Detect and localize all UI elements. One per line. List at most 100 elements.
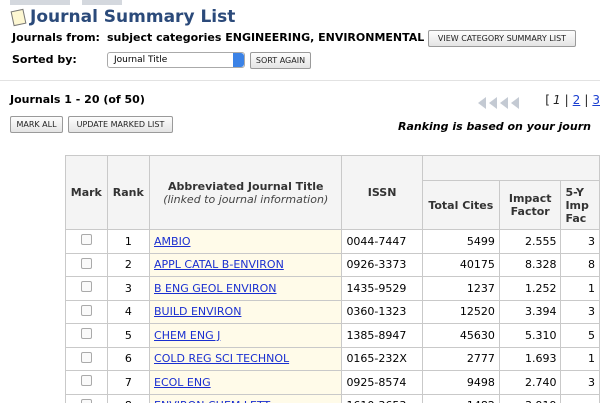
results-summary: Journals 1 - 20 (of 50) <box>10 93 145 106</box>
five-year-cell: 1 <box>560 276 600 301</box>
impact-cell: 3.919 <box>498 393 562 403</box>
checkbox[interactable] <box>80 351 92 363</box>
mark-cell <box>65 252 108 277</box>
title-cell: AMBIO <box>149 229 343 254</box>
pagination: [1 | 2 | 3 <box>545 93 600 107</box>
column-header: ISSN <box>341 155 423 230</box>
journal-link[interactable]: ECOL ENG <box>154 375 211 389</box>
journal-link[interactable]: AMBIO <box>154 234 191 248</box>
rank-cell: 1 <box>106 229 151 254</box>
issn-cell: 0360-1323 <box>341 299 423 324</box>
column-header: Rank <box>106 155 151 230</box>
issn-cell: 1610-3653 <box>341 393 423 403</box>
checkbox[interactable] <box>80 398 92 403</box>
page-link[interactable]: 2 <box>572 93 581 107</box>
journal-row: 8ENVIRON CHEM LETT 1610-365314823.919 <box>65 393 600 403</box>
journal-link[interactable]: BUILD ENVIRON <box>154 305 242 319</box>
issn-cell: 0165-232X <box>341 346 423 371</box>
column-header: Abbreviated Journal Title (linked to jour… <box>149 155 343 230</box>
mark-cell <box>65 370 108 395</box>
journal-link[interactable]: CHEM ENG J <box>154 328 221 342</box>
impact-cell: 3.394 <box>498 299 562 324</box>
title-cell: B ENG GEOL ENVIRON <box>149 276 343 301</box>
checkbox[interactable] <box>80 304 92 316</box>
cites-cell: 5499 <box>421 229 500 254</box>
page-bracket: [ <box>545 93 550 107</box>
five-year-cell <box>560 393 600 403</box>
column-group <box>421 155 600 181</box>
update-marked-button[interactable]: UPDATE MARKED LIST <box>68 116 173 133</box>
sort-button[interactable]: SORT AGAIN <box>250 52 311 69</box>
sort-select[interactable]: Journal Title <box>107 52 245 68</box>
rank-cell: 8 <box>106 393 151 403</box>
filter-label: Journals from: <box>12 31 100 44</box>
journal-link[interactable]: ENVIRON CHEM LETT <box>154 399 270 403</box>
cites-cell: 1237 <box>421 276 500 301</box>
cites-cell: 40175 <box>421 252 500 277</box>
rank-cell: 7 <box>106 370 151 395</box>
view-category-button[interactable]: VIEW CATEGORY SUMMARY LIST <box>428 30 576 47</box>
ranking-note: Ranking is based on your journ <box>398 120 591 133</box>
checkbox[interactable] <box>80 281 92 293</box>
five-year-cell: 5 <box>560 323 600 348</box>
header-row: Mark Rank Abbreviated Journal Title (linked… <box>65 155 600 230</box>
title-cell: BUILD ENVIRON <box>149 299 343 324</box>
journal-row: 6 COLD REG SCI TECHNOL 0165-232X 2777 1.693 1 <box>65 346 600 371</box>
five-year-cell: 3 <box>560 299 600 324</box>
tab-bar <box>0 0 600 5</box>
journal-link[interactable]: COLD REG SCI TECHNOL <box>154 352 290 366</box>
five-year-cell: 8 <box>560 252 600 277</box>
column-title: Abbreviated Journal Title <box>167 179 324 193</box>
rank-cell: 6 <box>106 346 151 371</box>
issn-cell: 0925-8574 <box>341 370 423 395</box>
issn-cell: 0926-3373 <box>341 252 423 277</box>
five-year-cell: 3 <box>560 229 600 254</box>
journal-row: 1 AMBIO 0044-7447 5499 2.555 3 <box>65 229 600 254</box>
filter-value: subject categories ENGINEERING, ENVIRONM… <box>107 31 425 44</box>
impact-cell: 1.252 <box>498 276 562 301</box>
journal-row: 2 APPL CATAL B-ENVIRON 0926-3373 40175 8.328… <box>65 252 600 277</box>
cites-cell: 2777 <box>421 346 500 371</box>
page-title: Journal Summary List <box>30 7 236 27</box>
column-header: 5-Y Imp Fac <box>560 180 600 230</box>
checkbox[interactable] <box>80 328 92 340</box>
cites-cell: 9498 <box>421 370 500 395</box>
column-header: Mark <box>65 155 108 230</box>
impact-cell: 2.740 <box>498 370 562 395</box>
header-row: Total Cites Impact Factor 5-Y Imp Fac <box>66 180 600 230</box>
five-year-cell: 3 <box>560 370 600 395</box>
title-cell: ENVIRON CHEM LETT <box>149 393 343 403</box>
page-separator: | <box>584 93 589 107</box>
column-note: (linked to journal information) <box>163 192 329 206</box>
pager-arrows[interactable] <box>478 94 522 113</box>
mark-cell <box>65 299 108 324</box>
page-link[interactable]: 3 <box>592 93 600 107</box>
issn-cell: 0044-7447 <box>341 229 423 254</box>
sort-selected: Journal Title <box>114 55 168 65</box>
checkbox[interactable] <box>80 234 92 246</box>
mark-all-button[interactable]: MARK ALL <box>10 116 63 133</box>
cites-cell: 45630 <box>421 323 500 348</box>
journal-row: 4 BUILD ENVIRON 0360-1323 12520 3.394 3 <box>65 299 600 324</box>
title-cell: APPL CATAL B-ENVIRON <box>149 252 343 277</box>
journal-link[interactable]: APPL CATAL B-ENVIRON <box>154 258 284 272</box>
mark-cell <box>65 323 108 348</box>
title-cell: ECOL ENG <box>149 370 343 395</box>
checkbox[interactable] <box>80 257 92 269</box>
rank-cell: 5 <box>106 323 151 348</box>
mark-cell <box>65 276 108 301</box>
journal-table: Mark Rank Abbreviated Journal Title (linked… <box>65 155 600 403</box>
impact-cell: 2.555 <box>498 229 562 254</box>
cites-cell: 1482 <box>421 393 500 403</box>
page-separator: | <box>564 93 569 107</box>
impact-cell: 1.693 <box>498 346 562 371</box>
sort-label: Sorted by: <box>12 53 77 66</box>
cites-cell: 12520 <box>421 299 500 324</box>
checkbox[interactable] <box>80 375 92 387</box>
issn-cell: 1435-9529 <box>341 276 423 301</box>
journal-link[interactable]: B ENG GEOL ENVIRON <box>154 281 277 295</box>
page-link: 1 <box>552 93 561 107</box>
mark-cell <box>65 346 108 371</box>
rank-cell: 2 <box>106 252 151 277</box>
